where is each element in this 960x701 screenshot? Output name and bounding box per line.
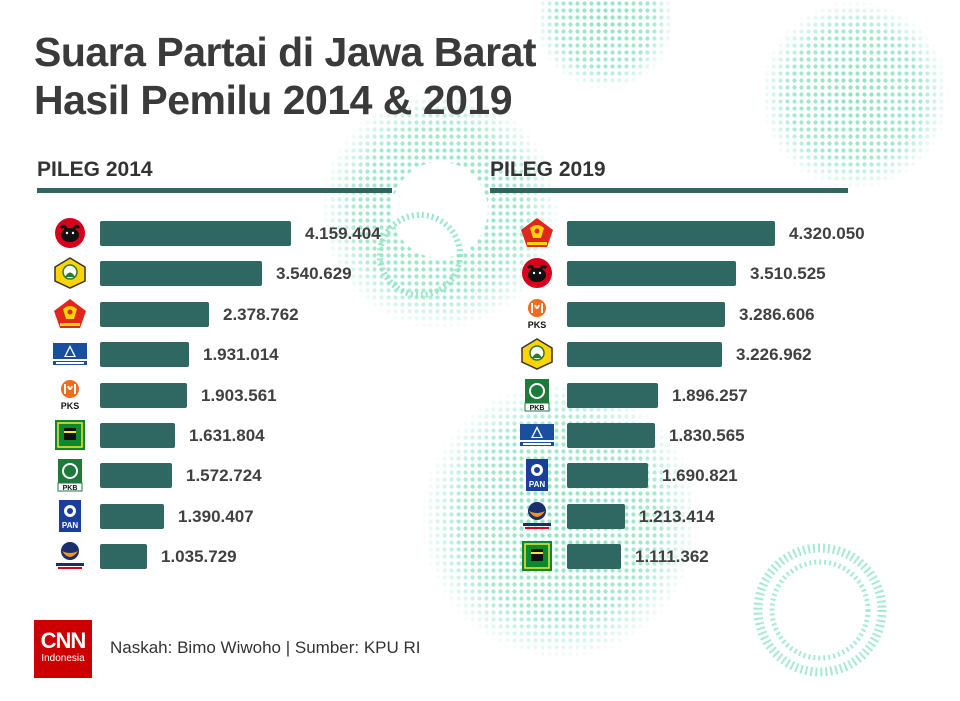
data-label: 1.572.724	[186, 466, 262, 486]
pks-icon: PKS	[519, 297, 555, 331]
svg-text:PKB: PKB	[530, 405, 545, 412]
ppp-icon	[52, 418, 88, 452]
footer-credit: Naskah: Bimo Wiwoho | Sumber: KPU RI	[110, 638, 421, 657]
svg-text:PAN: PAN	[529, 480, 546, 489]
page-title: Suara Partai di Jawa Barat Hasil Pemilu …	[34, 28, 537, 124]
bar	[100, 342, 189, 368]
chart-title-2019: PILEG 2019	[490, 158, 606, 181]
chart-title-2014: PILEG 2014	[37, 158, 153, 181]
golkar-icon	[519, 337, 555, 371]
section-rule-2019	[490, 188, 848, 193]
bar	[100, 423, 175, 448]
pan-icon: PAN	[52, 499, 88, 533]
pan-icon: PAN	[519, 458, 555, 492]
bar	[100, 463, 172, 489]
svg-text:PKS: PKS	[528, 320, 547, 330]
data-label: 4.320.050	[789, 224, 865, 243]
svg-text:PKS: PKS	[61, 401, 80, 411]
section-rule-2014	[37, 188, 392, 193]
data-label: 1.896.257	[672, 385, 748, 405]
pkb-icon: PKB	[519, 378, 555, 412]
bar	[567, 221, 775, 246]
ppp-icon	[519, 539, 555, 573]
pdip-icon	[519, 256, 555, 290]
cnn-indonesia-logo: CNN Indonesia	[34, 620, 92, 678]
pks-icon: PKS	[52, 378, 88, 412]
pdip-icon	[52, 216, 88, 250]
data-label: 1.631.804	[189, 426, 265, 445]
bar	[100, 544, 147, 570]
data-label: 4.159.404	[305, 224, 381, 243]
data-label: 3.226.962	[736, 345, 812, 365]
svg-text:PKB: PKB	[63, 485, 78, 492]
gerindra-icon	[52, 297, 88, 331]
bar	[567, 342, 722, 368]
data-label: 1.111.362	[635, 547, 709, 567]
gerindra-icon	[519, 216, 555, 250]
demokrat-icon	[52, 337, 88, 371]
data-label: 3.510.525	[750, 264, 826, 284]
bar	[567, 261, 736, 287]
title-line-2: Hasil Pemilu 2014 & 2019	[34, 77, 513, 123]
data-label: 1.690.821	[662, 466, 738, 486]
bar	[100, 382, 187, 408]
pkb-icon: PKB	[52, 458, 88, 492]
bar	[567, 423, 655, 448]
data-label: 3.540.629	[276, 264, 352, 284]
bar	[567, 301, 725, 327]
data-label: 1.931.014	[203, 345, 279, 365]
golkar-icon	[52, 256, 88, 290]
brand-line-2: Indonesia	[41, 653, 85, 664]
bar	[100, 301, 209, 327]
bar	[567, 382, 658, 408]
data-label: 1.903.561	[201, 385, 277, 405]
demokrat-icon	[519, 418, 555, 452]
bar	[100, 261, 262, 287]
title-line-1: Suara Partai di Jawa Barat	[34, 29, 537, 75]
data-label: 3.286.606	[739, 304, 815, 324]
data-label: 1.830.565	[669, 426, 745, 445]
data-label: 1.035.729	[161, 547, 237, 567]
bar	[567, 463, 648, 489]
svg-text:PAN: PAN	[62, 521, 79, 530]
bar	[567, 503, 625, 529]
bar	[100, 503, 164, 529]
brand-line-1: CNN	[40, 628, 87, 653]
nasdem-icon	[52, 539, 88, 573]
bar	[567, 544, 621, 570]
data-label: 1.213.414	[639, 506, 715, 526]
bar	[100, 221, 291, 246]
data-label: 2.378.762	[223, 304, 299, 324]
nasdem-icon	[519, 499, 555, 533]
data-label: 1.390.407	[178, 506, 254, 526]
